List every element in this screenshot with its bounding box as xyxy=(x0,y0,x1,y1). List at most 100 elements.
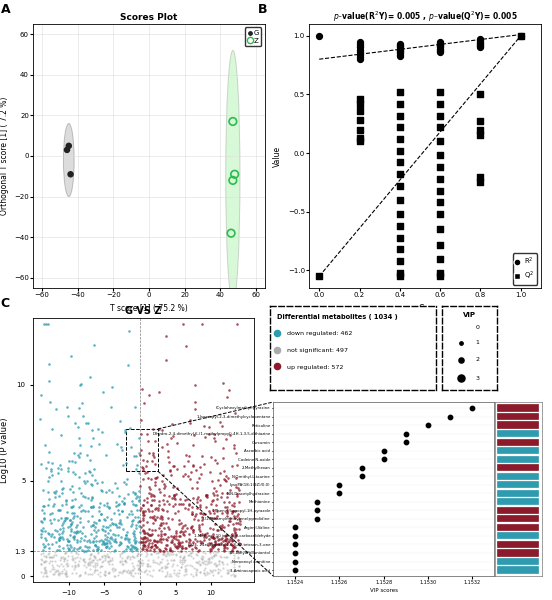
Point xyxy=(151,548,160,558)
Point xyxy=(100,514,109,524)
Point xyxy=(201,503,210,512)
Point xyxy=(134,496,143,505)
Point xyxy=(41,563,50,572)
Point xyxy=(182,523,191,533)
Point xyxy=(137,555,146,565)
Point xyxy=(233,461,242,470)
Point xyxy=(61,548,70,558)
Point xyxy=(436,111,444,121)
Point xyxy=(142,544,151,554)
Point xyxy=(183,550,192,560)
Point xyxy=(137,462,146,472)
Point xyxy=(149,491,158,501)
Point xyxy=(230,553,238,562)
Point xyxy=(109,530,118,539)
Point xyxy=(211,455,220,465)
Point xyxy=(219,453,227,463)
Point xyxy=(55,535,63,545)
Point xyxy=(179,521,188,531)
Point xyxy=(192,465,200,475)
Point xyxy=(89,464,98,474)
Point xyxy=(164,523,173,532)
Point xyxy=(136,505,145,515)
Point xyxy=(186,541,195,550)
Point xyxy=(153,548,162,557)
Point xyxy=(108,560,116,569)
Point xyxy=(203,557,212,567)
Point xyxy=(217,534,226,544)
Point xyxy=(83,569,92,578)
Point xyxy=(135,559,144,569)
Point xyxy=(122,530,131,539)
Point xyxy=(66,515,75,525)
Point xyxy=(119,566,128,575)
Point xyxy=(139,515,147,524)
Point xyxy=(213,567,222,577)
Point xyxy=(179,461,188,470)
Point xyxy=(110,508,119,518)
Point xyxy=(201,556,210,566)
Point xyxy=(39,502,47,511)
Point xyxy=(131,545,140,555)
Point xyxy=(127,545,136,554)
Point xyxy=(177,518,186,528)
Point xyxy=(219,541,228,550)
Point xyxy=(229,498,238,508)
Point xyxy=(201,491,210,500)
Point xyxy=(129,526,138,536)
Bar xyxy=(497,413,539,420)
Point xyxy=(219,545,228,554)
Point xyxy=(230,440,238,450)
Point xyxy=(178,559,187,569)
Point xyxy=(395,158,404,167)
Point xyxy=(114,491,123,500)
Point xyxy=(158,425,167,434)
Point xyxy=(163,536,172,545)
Point xyxy=(216,551,225,561)
Point xyxy=(172,542,181,552)
Point xyxy=(132,464,141,473)
Point xyxy=(57,464,66,473)
Point xyxy=(220,552,229,562)
Point xyxy=(395,233,404,242)
Point xyxy=(45,509,54,519)
Point xyxy=(112,520,121,530)
Point xyxy=(233,548,242,558)
Point xyxy=(45,529,54,539)
Point xyxy=(176,500,185,509)
Point xyxy=(162,506,171,516)
Point xyxy=(63,536,72,545)
Point xyxy=(170,499,179,508)
Bar xyxy=(497,566,539,574)
Point xyxy=(179,553,188,562)
Point xyxy=(208,513,217,523)
Point xyxy=(57,529,66,538)
Point xyxy=(72,553,81,562)
Point xyxy=(291,557,300,566)
Point xyxy=(206,500,215,509)
Point xyxy=(211,519,220,529)
Point xyxy=(85,535,94,545)
Point xyxy=(203,569,211,579)
Point xyxy=(39,557,48,567)
Point xyxy=(141,566,150,575)
Point xyxy=(181,527,190,536)
Point xyxy=(66,169,75,179)
Point xyxy=(63,555,72,565)
Point xyxy=(209,542,217,552)
Point xyxy=(313,497,322,506)
Point xyxy=(235,524,243,533)
Point xyxy=(154,387,163,397)
Point xyxy=(138,508,147,518)
Point xyxy=(83,506,92,515)
Point xyxy=(139,532,148,541)
Point xyxy=(59,552,67,562)
Point xyxy=(189,493,198,503)
Point xyxy=(47,560,56,570)
Point xyxy=(114,522,123,532)
Point xyxy=(157,554,166,563)
Point xyxy=(169,461,178,471)
Point xyxy=(87,549,95,559)
Point xyxy=(200,568,209,578)
Point xyxy=(206,538,215,548)
